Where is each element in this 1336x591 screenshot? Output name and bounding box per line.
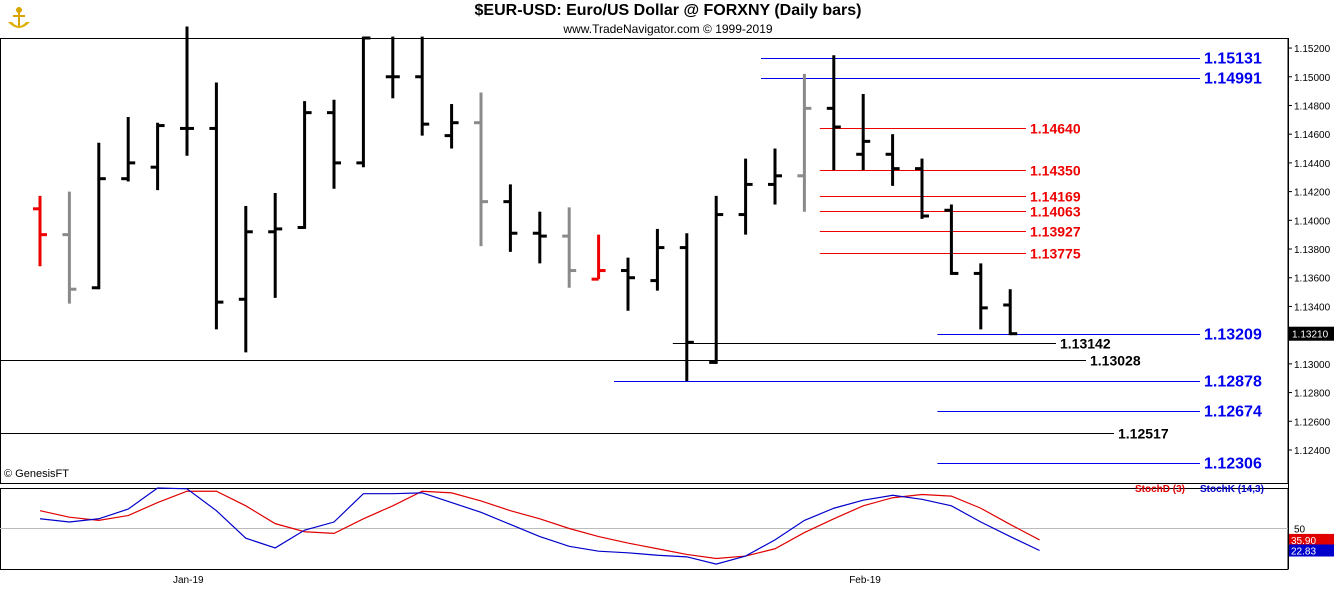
time-axis: Jan-19 Feb-19 — [173, 575, 881, 586]
level-label: 1.13927 — [1030, 224, 1081, 240]
price-tick-label: 1.14400 — [1294, 159, 1331, 170]
chart-subtitle: www.TradeNavigator.com © 1999-2019 — [563, 22, 773, 36]
price-tick-label: 1.15200 — [1294, 44, 1331, 55]
price-tick-label: 1.14200 — [1294, 188, 1331, 199]
level-label: 1.14169 — [1030, 189, 1081, 205]
last-price-label: 1.13210 — [1292, 330, 1329, 341]
price-tick-label: 1.13800 — [1294, 245, 1331, 256]
price-tick-label: 1.12400 — [1294, 446, 1331, 457]
stochK-legend: StochK (14,3) — [1200, 484, 1264, 495]
time-axis-label: Jan-19 — [173, 575, 204, 586]
chart-title: $EUR-USD: Euro/US Dollar @ FORXNY (Daily… — [474, 2, 862, 19]
level-label: 1.12517 — [1118, 426, 1169, 442]
stochD-legend: StochD (3) — [1135, 484, 1185, 495]
price-tick-label: 1.13000 — [1294, 360, 1331, 371]
level-label: 1.12878 — [1204, 374, 1262, 391]
last-price-box — [1289, 326, 1334, 341]
stoch-tick-label: 50 — [1294, 525, 1306, 536]
trade-navigator-logo-icon — [8, 7, 30, 28]
stochK-value: 22.83 — [1291, 547, 1316, 558]
level-label: 1.14640 — [1030, 121, 1081, 137]
level-label: 1.12674 — [1204, 404, 1262, 421]
stochK-line — [39, 487, 1040, 565]
level-label: 1.13209 — [1204, 327, 1262, 344]
price-levels: 1.15131 1.14991 1.14640 1.14350 1.141691.140… — [0, 51, 1262, 473]
stochK-value-box — [1289, 544, 1334, 557]
ohlc-bars — [33, 26, 1018, 382]
stochD-value-box — [1289, 533, 1334, 546]
level-label: 1.12306 — [1204, 456, 1262, 473]
level-label: 1.14063 — [1030, 204, 1081, 220]
level-label: 1.14350 — [1030, 163, 1081, 179]
price-tick-label: 1.15000 — [1294, 73, 1331, 84]
price-tick-label: 1.14600 — [1294, 130, 1331, 141]
price-axis: 1.15200 1.15000 1.14800 1.14600 1.14400 1.142… — [1288, 44, 1334, 457]
price-tick-label: 1.12600 — [1294, 417, 1331, 428]
time-axis-label: Feb-19 — [849, 575, 881, 586]
chart-frame — [0, 38, 1289, 570]
price-tick-label: 1.14000 — [1294, 216, 1331, 227]
level-label: 1.13775 — [1030, 246, 1081, 262]
level-label: 1.14991 — [1204, 71, 1262, 88]
stochD-value: 35.90 — [1291, 536, 1316, 547]
price-tick-label: 1.13400 — [1294, 302, 1331, 313]
stochD-line — [39, 490, 1040, 560]
price-tick-label: 1.12800 — [1294, 389, 1331, 400]
level-label: 1.13028 — [1090, 353, 1141, 369]
price-panel-border — [0, 38, 1289, 484]
price-tick-label: 1.13600 — [1294, 274, 1331, 285]
level-label: 1.15131 — [1204, 51, 1262, 68]
copyright-text: © GenesisFT — [4, 468, 69, 480]
price-tick-label: 1.14800 — [1294, 101, 1331, 112]
level-label: 1.13142 — [1060, 336, 1111, 352]
